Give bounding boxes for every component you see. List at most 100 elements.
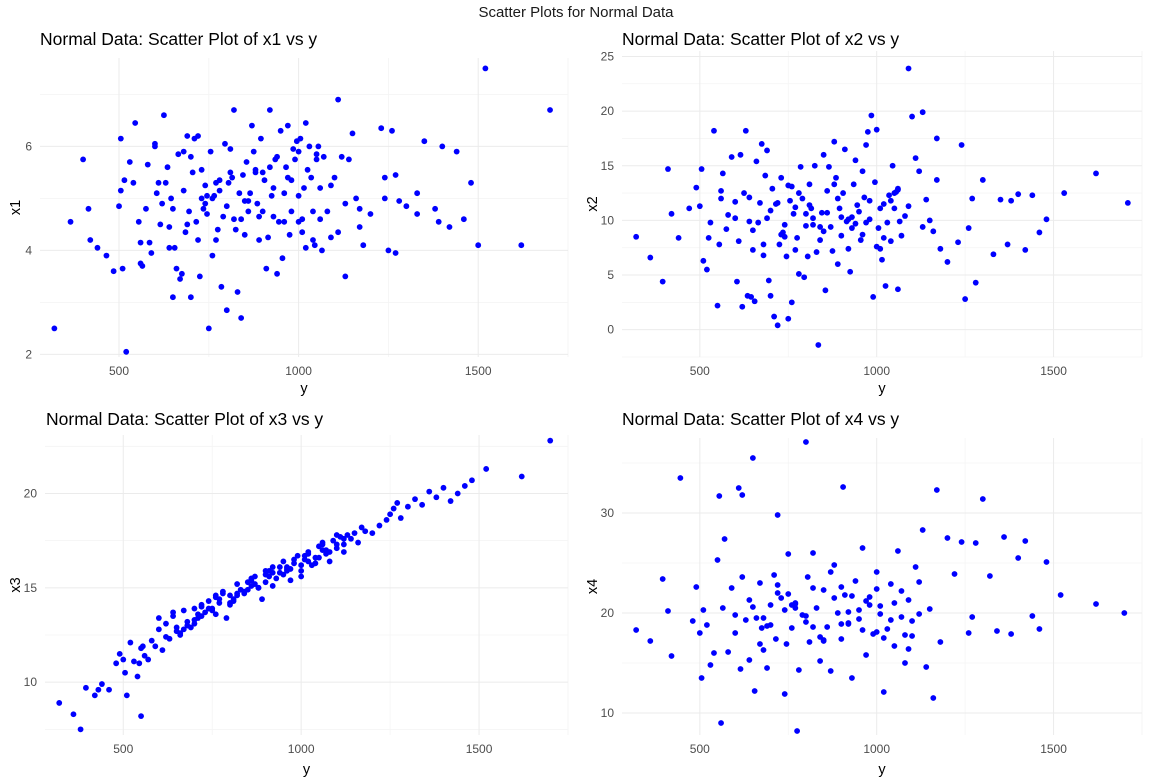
scatter-point xyxy=(238,216,245,223)
scatter-point xyxy=(778,231,785,238)
scatter-point xyxy=(895,548,901,554)
scatter-point xyxy=(1015,555,1022,561)
x-tick-label: 1000 xyxy=(863,742,890,756)
scatter-point xyxy=(675,234,682,241)
scatter-point xyxy=(358,524,365,531)
scatter-point xyxy=(909,113,915,120)
scatter-point xyxy=(746,194,753,201)
scatter-point xyxy=(333,532,340,538)
scatter-point xyxy=(767,292,774,299)
scatter-point xyxy=(390,505,397,512)
scatter-point xyxy=(864,128,871,135)
scatter-point xyxy=(930,695,937,701)
scatter-point xyxy=(268,192,275,199)
scatter-point xyxy=(700,607,707,613)
scatter-point xyxy=(856,616,862,622)
scatter-point xyxy=(177,276,183,282)
scatter-point xyxy=(972,279,979,286)
scatter-point xyxy=(806,181,813,188)
scatter-point xyxy=(432,205,439,212)
scatter-point xyxy=(1029,192,1036,199)
scatter-point xyxy=(838,636,845,642)
scatter-point xyxy=(193,218,200,225)
scatter-point xyxy=(868,112,875,119)
scatter-point xyxy=(200,205,207,212)
scatter-point xyxy=(739,574,746,580)
scatter-point xyxy=(223,203,230,210)
scatter-point xyxy=(56,700,63,706)
scatter-point xyxy=(880,234,887,241)
scatter-point xyxy=(820,587,827,593)
scatter-point xyxy=(342,200,349,207)
scatter-point xyxy=(806,639,813,645)
scatter-point xyxy=(412,496,418,503)
scatter-point xyxy=(735,238,742,245)
scatter-point xyxy=(778,174,785,181)
scatter-point xyxy=(882,283,889,289)
scatter-point xyxy=(877,611,884,617)
scatter-point xyxy=(997,196,1004,203)
scatter-point xyxy=(718,195,724,202)
y-tick-label: 15 xyxy=(601,159,615,173)
scatter-point xyxy=(771,572,778,578)
scatter-point xyxy=(797,163,804,170)
scatter-point xyxy=(103,252,110,259)
scatter-point xyxy=(298,562,305,569)
scatter-point xyxy=(340,535,347,542)
scatter-point xyxy=(818,209,825,216)
scatter-point xyxy=(826,163,832,170)
scatter-point xyxy=(249,122,255,129)
scatter-point xyxy=(887,581,894,587)
scatter-point xyxy=(898,588,905,594)
scatter-point xyxy=(696,203,703,210)
scatter-point xyxy=(749,604,756,610)
scatter-point xyxy=(214,226,221,233)
scatter-point xyxy=(979,177,986,183)
scatter-point xyxy=(863,219,869,226)
scatter-point xyxy=(795,271,802,277)
scatter-point xyxy=(381,195,388,202)
scatter-point xyxy=(70,711,77,718)
scatter-point xyxy=(806,202,813,208)
panel-title: Normal Data: Scatter Plot of x4 vs y xyxy=(622,409,899,429)
scatter-point xyxy=(749,247,756,253)
scatter-point xyxy=(148,250,155,256)
scatter-point xyxy=(757,580,763,586)
scatter-point xyxy=(841,146,848,153)
scatter-point xyxy=(139,263,146,269)
scatter-point xyxy=(787,197,793,204)
scatter-point xyxy=(799,195,806,202)
scatter-point xyxy=(774,322,781,329)
scatter-point xyxy=(220,213,227,220)
scatter-point xyxy=(857,237,864,243)
scatter-point xyxy=(453,148,460,155)
scatter-point xyxy=(117,135,124,142)
scatter-point xyxy=(760,647,767,653)
scatter-point xyxy=(905,646,912,652)
scatter-point xyxy=(813,605,820,611)
scatter-point xyxy=(824,187,831,194)
scatter-point xyxy=(313,156,320,163)
scatter-point xyxy=(810,624,816,630)
scatter-point xyxy=(295,192,302,199)
scatter-panel-1: 500 1000 1500 2 4 6 Normal Data: Scatter Plot … xyxy=(8,29,569,397)
scatter-point xyxy=(335,229,342,236)
scatter-point xyxy=(850,181,857,188)
scatter-point xyxy=(834,195,841,202)
scatter-point xyxy=(902,660,908,666)
scatter-point xyxy=(757,200,763,206)
scatter-point xyxy=(1022,247,1029,253)
scatter-point xyxy=(187,294,194,301)
scatter-point xyxy=(223,615,230,621)
scatter-point xyxy=(198,166,205,173)
scatter-point xyxy=(880,201,887,207)
scatter-point xyxy=(760,615,767,621)
scatter-point xyxy=(1036,229,1043,236)
scatter-point xyxy=(633,233,640,240)
scatter-point xyxy=(847,268,854,275)
scatter-point xyxy=(916,168,923,175)
scatter-point xyxy=(356,224,363,230)
scatter-point xyxy=(698,675,705,681)
scatter-point xyxy=(783,253,790,260)
scatter-point xyxy=(755,219,762,226)
